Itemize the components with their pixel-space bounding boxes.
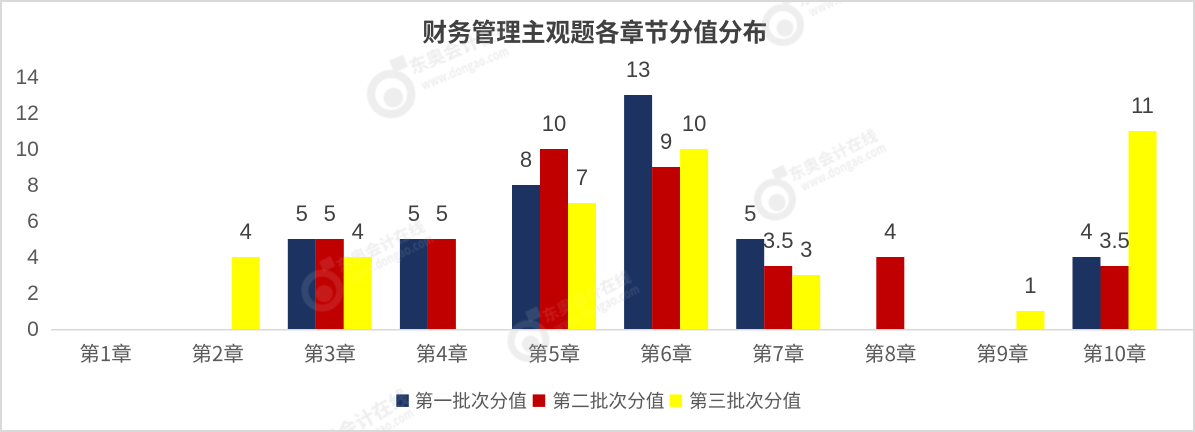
svg-text:5: 5 [324, 201, 336, 226]
svg-text:10: 10 [682, 111, 706, 136]
svg-text:11: 11 [1131, 93, 1154, 118]
svg-text:14: 14 [15, 66, 39, 89]
svg-text:4: 4 [240, 219, 252, 244]
svg-text:4: 4 [352, 219, 364, 244]
svg-text:4: 4 [27, 246, 39, 269]
svg-text:8: 8 [520, 147, 532, 172]
svg-text:5: 5 [744, 201, 756, 226]
svg-text:13: 13 [626, 57, 650, 82]
svg-text:7: 7 [576, 165, 588, 190]
svg-text:4: 4 [1080, 219, 1092, 244]
svg-text:10: 10 [542, 111, 566, 136]
svg-text:10: 10 [15, 138, 38, 161]
svg-text:12: 12 [15, 102, 38, 125]
svg-text:5: 5 [408, 201, 420, 226]
svg-text:5: 5 [436, 201, 448, 226]
svg-text:3.5: 3.5 [763, 228, 794, 253]
svg-text:3: 3 [800, 237, 812, 262]
svg-text:8: 8 [27, 174, 39, 197]
svg-text:5: 5 [296, 201, 308, 226]
svg-text:0: 0 [27, 318, 39, 341]
svg-text:1: 1 [1024, 273, 1036, 298]
svg-text:4: 4 [884, 219, 896, 244]
svg-text:6: 6 [27, 210, 39, 233]
svg-text:2: 2 [27, 282, 39, 305]
svg-text:3.5: 3.5 [1099, 228, 1130, 253]
svg-text:9: 9 [660, 129, 672, 154]
